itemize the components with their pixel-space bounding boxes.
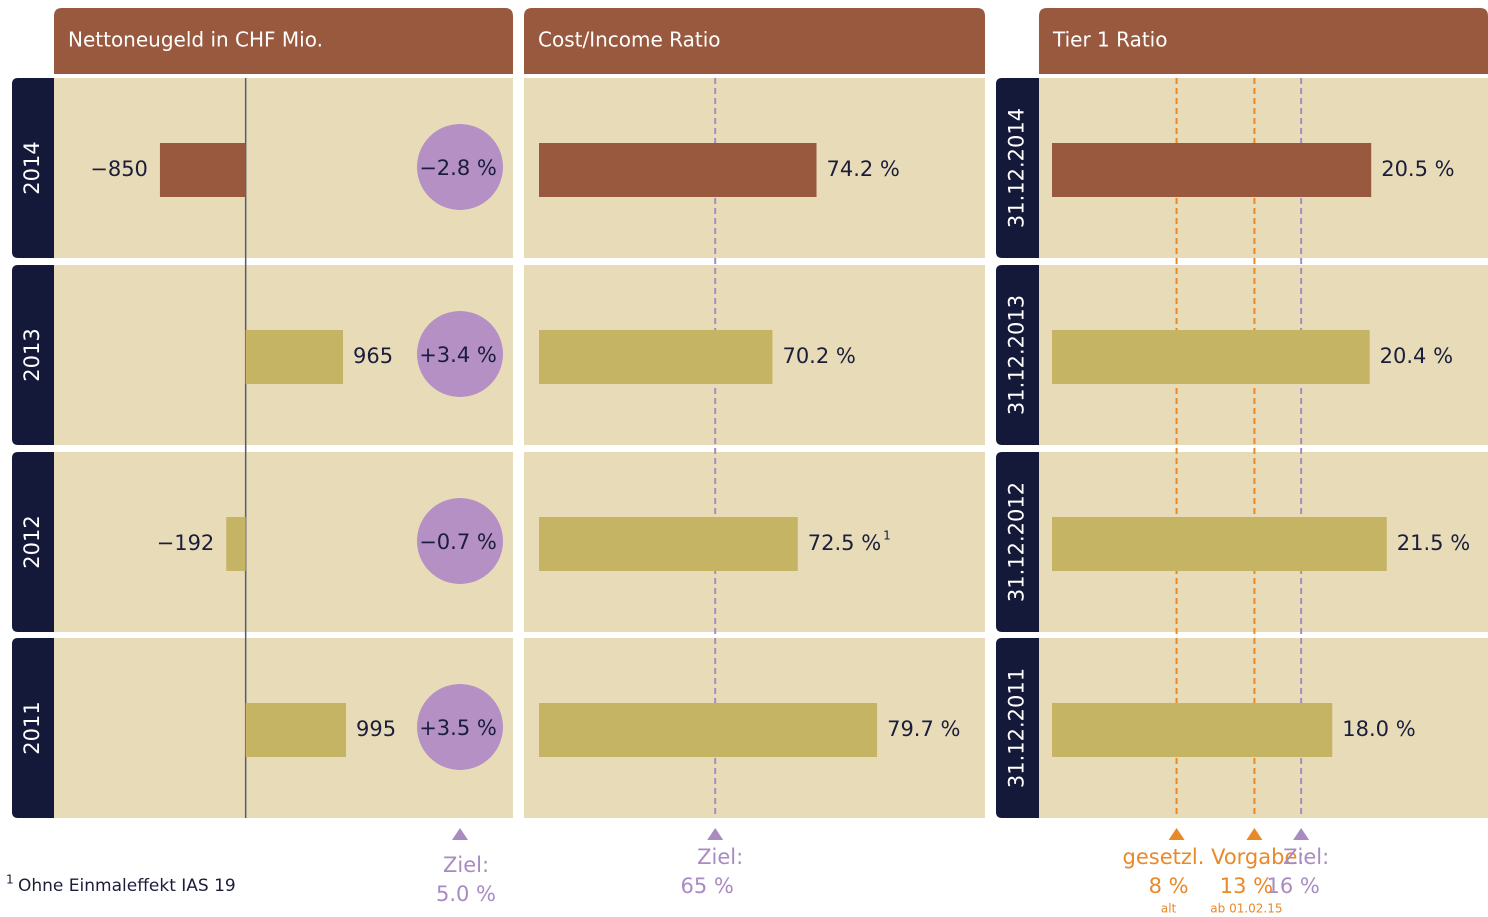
value-label: 995 (356, 717, 396, 741)
bar (226, 517, 246, 571)
value-label: −850 (90, 157, 148, 181)
row-label-strip (12, 452, 54, 632)
bar (539, 143, 817, 197)
growth-label: +3.4 % (419, 343, 497, 367)
bar (245, 703, 347, 757)
bar (1052, 143, 1372, 197)
target-group-label: gesetzl. Vorgabe: (1123, 845, 1305, 869)
row-label-strip (12, 265, 54, 445)
header-title: Cost/Income Ratio (538, 28, 721, 52)
row-label: 2012 (20, 515, 44, 568)
row-label-strip (12, 638, 54, 818)
value-label: 72.5 % (808, 531, 881, 555)
target-value-label: 5.0 % (436, 882, 496, 906)
header (54, 8, 513, 74)
growth-label: −2.8 % (419, 156, 497, 180)
row-label-strip (996, 452, 1039, 632)
target-value-label: 8 % (1149, 874, 1189, 898)
growth-label: −0.7 % (419, 530, 497, 554)
value-label: −192 (157, 531, 215, 555)
target-group-label: Ziel: (697, 845, 743, 869)
value-label: 21.5 % (1397, 531, 1470, 555)
bar (1052, 703, 1333, 757)
header-title: Tier 1 Ratio (1052, 28, 1167, 52)
value-label: 74.2 % (827, 157, 900, 181)
growth-circle (417, 684, 503, 770)
growth-circle (417, 311, 503, 397)
footnote-text: Ohne Einmaleffekt IAS 19 (18, 876, 236, 896)
growth-label: +3.5 % (419, 716, 497, 740)
bar (539, 330, 773, 384)
target-value-label: 13 % (1220, 874, 1273, 898)
bar (539, 517, 798, 571)
row-label: 2014 (20, 141, 44, 194)
bar (245, 330, 344, 384)
value-label: 70.2 % (782, 344, 855, 368)
value-footnote: 1 (883, 529, 891, 543)
target-marker (707, 828, 724, 840)
row-label-strip (996, 78, 1039, 258)
bar (539, 703, 878, 757)
row-label: 31.12.2014 (1005, 108, 1029, 228)
header (1039, 8, 1488, 74)
value-label: 20.4 % (1380, 344, 1453, 368)
value-label: 79.7 % (887, 717, 960, 741)
footnote-marker: 1 (6, 873, 14, 887)
target-note: alt (1161, 902, 1177, 916)
target-value-label: 16 % (1266, 874, 1319, 898)
row-label: 31.12.2011 (1005, 668, 1029, 788)
growth-circle (417, 498, 503, 584)
value-label: 965 (353, 344, 393, 368)
row-label-strip (996, 265, 1039, 445)
bar (159, 143, 246, 197)
target-note: ab 01.02.15 (1210, 902, 1282, 916)
target-value-label: 65 % (681, 874, 734, 898)
value-label: 20.5 % (1381, 157, 1454, 181)
row-label: 2011 (20, 701, 44, 754)
row-label-strip (996, 638, 1039, 818)
bar (1052, 330, 1370, 384)
target-group-label: Ziel: (443, 853, 489, 877)
value-label: 18.0 % (1342, 717, 1415, 741)
header-title: Nettoneugeld in CHF Mio. (68, 28, 323, 52)
header (524, 8, 985, 74)
target-marker (452, 828, 468, 840)
target-marker (1246, 828, 1263, 840)
row-label: 31.12.2012 (1005, 482, 1029, 602)
target-group-label: Ziel: (1283, 845, 1329, 869)
growth-circle (417, 124, 503, 210)
row-label-strip (12, 78, 54, 258)
row-label: 31.12.2013 (1005, 295, 1029, 415)
target-marker (1168, 828, 1185, 840)
bar (1052, 517, 1387, 571)
target-marker (1293, 828, 1310, 840)
row-label: 2013 (20, 328, 44, 381)
